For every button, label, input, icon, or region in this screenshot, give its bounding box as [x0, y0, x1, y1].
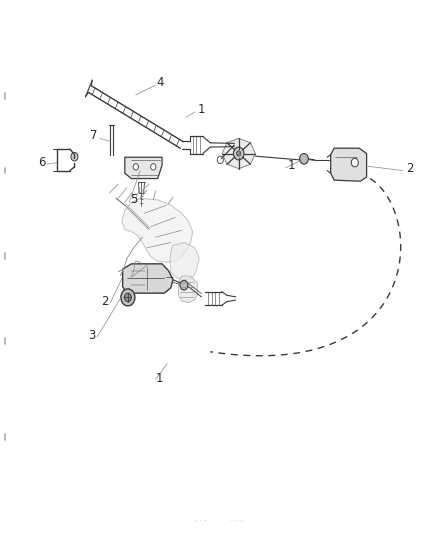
Circle shape [180, 280, 188, 290]
Circle shape [121, 289, 135, 306]
Text: 1: 1 [287, 159, 295, 172]
Text: 5: 5 [130, 193, 137, 206]
Polygon shape [178, 276, 198, 303]
Circle shape [217, 156, 223, 164]
Circle shape [233, 147, 244, 160]
Text: 3: 3 [88, 329, 95, 342]
Polygon shape [331, 148, 367, 181]
Polygon shape [170, 243, 199, 280]
Polygon shape [222, 139, 255, 168]
Circle shape [351, 158, 358, 167]
Circle shape [151, 164, 156, 170]
Polygon shape [123, 264, 173, 293]
Text: 6: 6 [38, 156, 46, 169]
Text: 4: 4 [156, 76, 164, 89]
Circle shape [124, 293, 131, 302]
Polygon shape [125, 157, 162, 179]
Polygon shape [122, 198, 193, 262]
Text: · · ·          · · ·: · · · · · · [195, 517, 243, 526]
Circle shape [237, 151, 241, 156]
Text: 1: 1 [156, 372, 164, 385]
Text: 2: 2 [406, 163, 413, 175]
Circle shape [300, 154, 308, 164]
Text: 7: 7 [90, 130, 98, 142]
Circle shape [133, 164, 138, 170]
Text: 1: 1 [198, 103, 205, 116]
Text: 2: 2 [101, 295, 109, 308]
Circle shape [71, 152, 78, 161]
